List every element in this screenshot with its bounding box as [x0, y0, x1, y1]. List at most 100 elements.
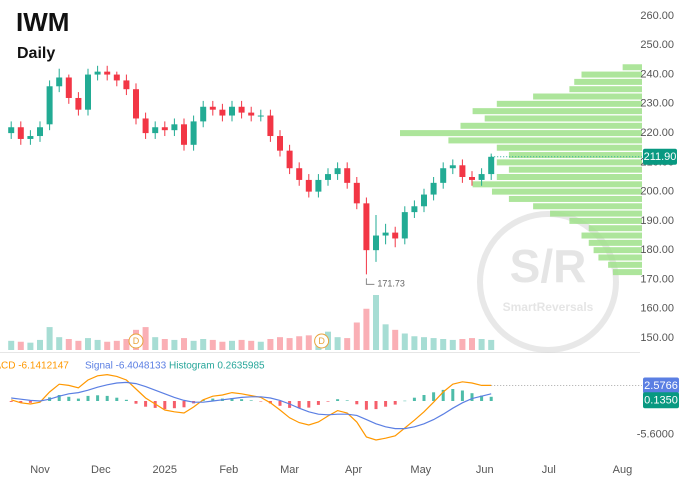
histogram-bar [297, 401, 301, 409]
volume-profile-bar [508, 166, 642, 173]
candle-body [190, 121, 197, 145]
volume-bar [353, 322, 360, 350]
volume-profile-bar [496, 159, 642, 166]
macd-tick-label: -5.6000 [637, 429, 674, 441]
volume-profile-bar [472, 108, 642, 115]
candle-body [257, 115, 264, 117]
volume-profile-bar [448, 137, 642, 144]
volume-bar [200, 339, 207, 350]
volume-bar [277, 337, 283, 350]
x-tick-label: Feb [219, 464, 238, 476]
candle-body [200, 106, 207, 122]
y-tick-label: 160.00 [640, 303, 674, 315]
candle-body [65, 77, 72, 98]
histogram-bar [67, 396, 71, 401]
volume-profile-bar [496, 174, 642, 180]
x-tick-label: Mar [280, 464, 299, 476]
volume-profile-bar [569, 217, 642, 224]
candle-body [392, 232, 399, 239]
volume-bar [382, 324, 389, 350]
candle-body [401, 212, 408, 239]
watermark-ring [477, 211, 619, 353]
y-tick-label: 250.00 [640, 39, 674, 51]
histogram-bar [115, 397, 119, 401]
y-tick-label: 150.00 [640, 332, 674, 344]
histogram-bar [144, 401, 148, 407]
candle-body [305, 179, 312, 192]
histogram-bar [316, 401, 320, 405]
histogram-bar [355, 401, 359, 405]
candle-body [286, 150, 293, 169]
volume-bar [152, 337, 159, 350]
y-tick-label: 190.00 [640, 215, 674, 227]
volume-profile-bar [496, 144, 642, 151]
volume-profile-bar [581, 71, 642, 78]
volume-bar [46, 327, 53, 350]
volume-bar [219, 341, 226, 350]
last-price-badge [643, 148, 677, 165]
histogram-bar [9, 401, 13, 402]
histogram-bar [96, 395, 100, 401]
candle-body [315, 179, 322, 192]
volume-profile-bar [622, 64, 642, 71]
volume-bar [411, 336, 418, 350]
volume-bar [449, 339, 456, 350]
volume-bar [257, 341, 264, 350]
histogram-bar [259, 401, 263, 402]
histogram-bar [249, 400, 253, 401]
candle-body [8, 127, 15, 134]
candle-body [161, 127, 168, 131]
volume-bar [344, 338, 351, 350]
macd-badge-label: 0.1350 [644, 395, 678, 407]
candle-body [94, 71, 101, 75]
y-tick-label: 170.00 [640, 273, 674, 285]
histogram-bar [172, 401, 176, 409]
candle-body [334, 168, 341, 175]
volume-profile-bar [508, 152, 642, 159]
histogram-bar [403, 400, 407, 402]
volume-profile-bar [574, 78, 642, 85]
candle-body [75, 97, 82, 110]
x-tick-label: Aug [613, 464, 633, 476]
candle-body [325, 174, 331, 180]
histogram-bar [364, 401, 368, 410]
volume-bar [181, 338, 187, 350]
x-tick-label: May [410, 464, 431, 476]
histogram-bar [28, 401, 32, 403]
volume-bar [469, 338, 475, 350]
volume-bar [229, 340, 235, 350]
volume-bar [190, 340, 197, 350]
watermark: S/R SmartReversals [477, 211, 619, 353]
histogram-bar [326, 401, 330, 402]
candle-body [37, 127, 43, 137]
volume-bar [85, 338, 91, 350]
volume-profile-bar [581, 232, 642, 239]
candle-body [46, 86, 53, 125]
candle-body [181, 124, 187, 145]
volume-bar [488, 339, 495, 350]
x-tick-label: Nov [30, 464, 50, 476]
signal-line [11, 381, 492, 430]
candle-body [488, 156, 495, 175]
histogram-bar [240, 399, 244, 401]
volume-profile-bar [612, 269, 642, 276]
candle-body [17, 127, 24, 139]
y-tick-label: 240.00 [640, 68, 674, 80]
volume-bar [8, 340, 15, 350]
volume-bar [305, 335, 312, 350]
histogram-bar [76, 398, 80, 401]
volume-bar [286, 338, 293, 350]
volume-bar [430, 338, 437, 350]
candle-body [248, 112, 255, 116]
candle-body [219, 109, 226, 116]
volume-bar [171, 339, 178, 350]
volume-profile-bar [533, 203, 642, 210]
volume-bar [459, 339, 466, 350]
histogram-bar [393, 401, 397, 405]
candle-body [373, 235, 379, 251]
candle-body [85, 74, 91, 110]
candle-body [56, 77, 63, 87]
candle-body [421, 194, 427, 207]
macd-badge [643, 392, 679, 409]
